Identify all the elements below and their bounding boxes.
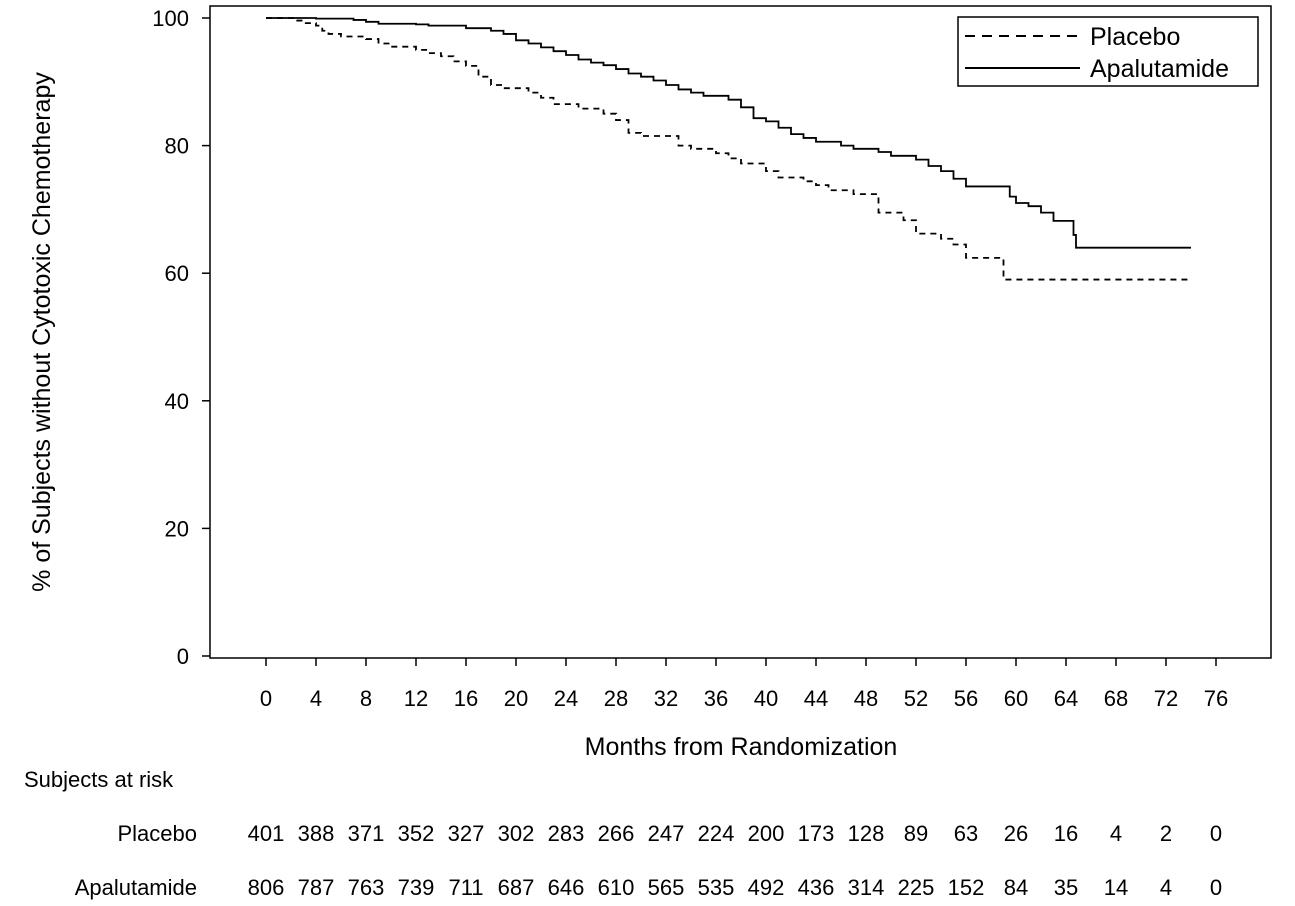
risk-value-placebo: 283 [548,821,585,846]
x-tick-label: 12 [404,686,428,711]
risk-value-placebo: 224 [698,821,735,846]
y-tick-label: 20 [165,516,189,541]
risk-value-placebo: 4 [1110,821,1122,846]
risk-value-apalutamide: 4 [1160,875,1172,900]
risk-value-apalutamide: 763 [348,875,385,900]
x-tick-label: 72 [1154,686,1178,711]
risk-value-apalutamide: 14 [1104,875,1128,900]
risk-value-placebo: 247 [648,821,685,846]
risk-value-apalutamide: 646 [548,875,585,900]
series-line-apalutamide [266,17,1191,249]
risk-value-apalutamide: 610 [598,875,635,900]
risk-value-apalutamide: 436 [798,875,835,900]
risk-value-apalutamide: 35 [1054,875,1078,900]
risk-value-apalutamide: 152 [948,875,985,900]
x-axis-label: Months from Randomization [585,733,898,761]
legend-box [957,16,1259,87]
risk-value-apalutamide: 565 [648,875,685,900]
risk-value-placebo: 371 [348,821,385,846]
x-tick-label: 36 [704,686,728,711]
x-tick-label: 40 [754,686,778,711]
risk-value-apalutamide: 314 [848,875,885,900]
y-axis-label: % of Subjects without Cytotoxic Chemothe… [28,72,56,592]
risk-table: Subjects at risk Placebo Apalutamide 401… [24,767,1222,900]
x-tick-label: 28 [604,686,628,711]
x-tick-label: 32 [654,686,678,711]
risk-value-placebo: 16 [1054,821,1078,846]
x-tick-label: 56 [954,686,978,711]
x-tick-label: 8 [360,686,372,711]
risk-value-placebo: 401 [248,821,285,846]
x-tick-label: 44 [804,686,828,711]
risk-value-placebo: 200 [748,821,785,846]
series-layer [266,17,1191,281]
risk-value-placebo: 63 [954,821,978,846]
risk-value-apalutamide: 806 [248,875,285,900]
risk-table-title: Subjects at risk [24,767,174,792]
y-tick-label: 100 [152,6,189,31]
risk-value-apalutamide: 0 [1210,875,1222,900]
risk-value-placebo: 302 [498,821,535,846]
risk-value-placebo: 352 [398,821,435,846]
y-axis-ticks: 0 20 40 60 80 100 [152,6,210,669]
x-tick-label: 76 [1204,686,1228,711]
risk-value-placebo: 128 [848,821,885,846]
legend-label-apalutamide: Apalutamide [1090,55,1229,83]
risk-value-placebo: 388 [298,821,335,846]
x-tick-label: 60 [1004,686,1028,711]
x-tick-label: 20 [504,686,528,711]
x-tick-label: 24 [554,686,578,711]
x-axis-ticks: 0 4 8 12 16 20 24 28 32 36 40 44 48 52 56 60 64 68 72 76 [260,658,1228,711]
risk-value-placebo: 0 [1210,821,1222,846]
risk-value-placebo: 266 [598,821,635,846]
risk-value-apalutamide: 787 [298,875,335,900]
x-tick-label: 64 [1054,686,1078,711]
x-tick-label: 0 [260,686,272,711]
risk-row-label-apalutamide: Apalutamide [75,875,197,900]
y-tick-label: 80 [165,134,189,159]
series-line-placebo [266,17,1191,281]
legend-label-placebo: Placebo [1090,23,1180,51]
risk-row-label-placebo: Placebo [117,821,197,846]
y-tick-label: 0 [177,644,189,669]
legend: Placebo Apalutamide [957,16,1259,87]
risk-value-apalutamide: 225 [898,875,935,900]
risk-value-placebo: 2 [1160,821,1172,846]
x-tick-label: 52 [904,686,928,711]
y-tick-label: 60 [165,261,189,286]
risk-value-apalutamide: 535 [698,875,735,900]
risk-value-placebo: 173 [798,821,835,846]
plot-frame [209,5,1272,659]
risk-value-apalutamide: 492 [748,875,785,900]
risk-value-placebo: 26 [1004,821,1028,846]
risk-value-apalutamide: 711 [448,875,483,900]
x-tick-label: 16 [454,686,478,711]
risk-value-apalutamide: 84 [1004,875,1028,900]
risk-value-placebo: 327 [448,821,485,846]
x-tick-label: 48 [854,686,878,711]
x-tick-label: 68 [1104,686,1128,711]
risk-value-placebo: 89 [904,821,928,846]
risk-value-apalutamide: 739 [398,875,435,900]
risk-values: 401 388 371 352 327 302 283 266 247 224 200 173 128 8… [248,821,1222,900]
risk-value-apalutamide: 687 [498,875,535,900]
x-tick-label: 4 [310,686,322,711]
y-tick-label: 40 [165,389,189,414]
